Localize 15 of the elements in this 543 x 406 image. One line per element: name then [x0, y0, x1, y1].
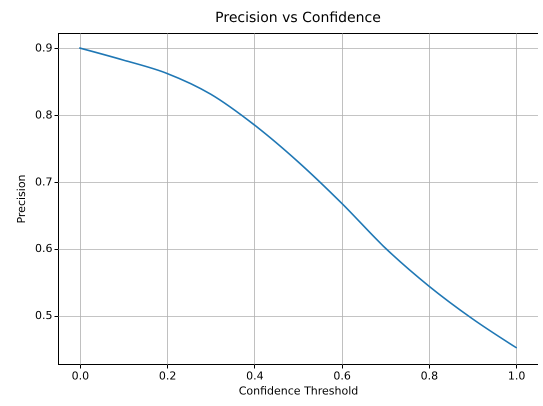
x-axis-title: Confidence Threshold: [238, 384, 358, 398]
y-axis-title: Precision: [15, 174, 28, 224]
x-tick-label: 0.6: [333, 370, 351, 382]
y-tick-label: 0.9: [35, 42, 52, 55]
x-tick-label: 0.2: [158, 370, 176, 382]
x-tick-label: 0.8: [420, 370, 438, 382]
y-tick-label: 0.8: [35, 108, 52, 122]
y-tick-label: 0.7: [35, 175, 52, 188]
y-tick-label: 0.5: [35, 309, 52, 322]
x-tick-label: 0.0: [72, 370, 90, 382]
x-tick-label: 0.4: [246, 370, 264, 382]
x-tick-label: 1.0: [508, 370, 526, 382]
line-series: [79, 47, 517, 348]
chart-title: Precision vs Confidence: [215, 10, 381, 26]
y-tick-label: 0.6: [35, 242, 52, 256]
